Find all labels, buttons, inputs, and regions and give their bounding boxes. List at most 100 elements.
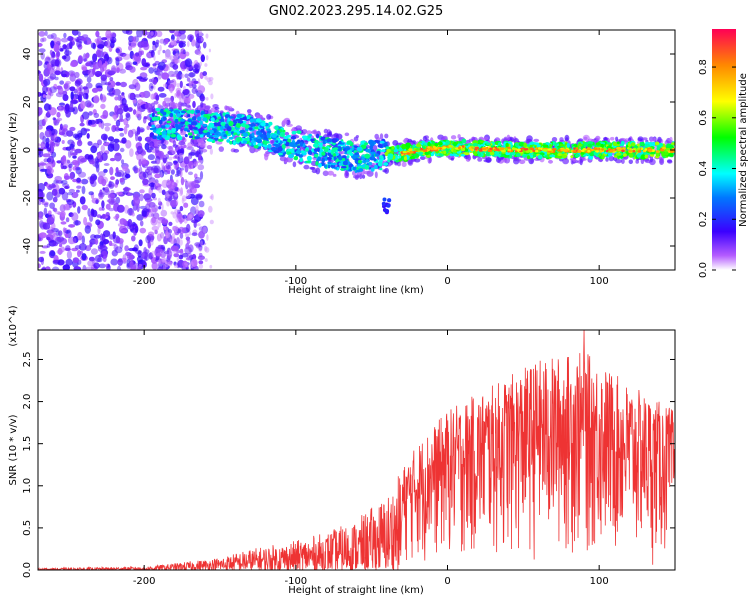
heatmap-cell — [44, 129, 52, 138]
colorbar-ticks: 0.0 0.2 0.4 0.6 0.8 — [698, 59, 736, 278]
heatmap-cell — [608, 155, 614, 162]
heatmap-cell — [97, 244, 104, 250]
heatmap-cell — [405, 142, 412, 148]
heatmap-cell — [107, 92, 115, 96]
heatmap-cell — [256, 138, 263, 144]
heatmap-cell — [536, 144, 541, 148]
heatmap-cell — [174, 118, 179, 124]
heatmap-cell — [39, 162, 47, 166]
heatmap-cell — [101, 207, 105, 211]
heatmap-cell — [581, 149, 585, 153]
heatmap-cell — [386, 203, 391, 208]
heatmap-cell — [288, 142, 295, 147]
heatmap-cell — [605, 157, 609, 162]
heatmap-cell — [65, 258, 73, 266]
heatmap-cell — [192, 83, 197, 89]
heatmap-cell — [97, 226, 101, 235]
heatmap-cell — [38, 125, 43, 130]
heatmap-cell — [271, 146, 277, 152]
y-tick-label: 1.5 — [22, 436, 33, 452]
heatmap-cell — [408, 148, 413, 151]
heatmap-cell — [160, 232, 165, 239]
heatmap-cell — [69, 143, 75, 149]
heatmap-cell — [157, 266, 164, 270]
heatmap-cell — [452, 141, 458, 147]
heatmap-cell — [174, 264, 178, 268]
heatmap-cell — [445, 140, 450, 146]
heatmap-cell — [242, 132, 249, 137]
heatmap-cell — [264, 153, 269, 161]
heatmap-cell — [112, 111, 118, 116]
heatmap-cell — [167, 80, 171, 84]
heatmap-cell — [66, 199, 75, 205]
heatmap-cell — [534, 149, 539, 153]
heatmap-cell — [666, 147, 671, 151]
heatmap-cell — [443, 150, 447, 155]
heatmap-cell — [485, 157, 492, 163]
heatmap-cell — [273, 150, 280, 154]
heatmap-cell — [198, 159, 203, 164]
heatmap-cell — [135, 52, 140, 57]
heatmap-cell — [95, 199, 99, 205]
heatmap-cell — [163, 155, 167, 159]
heatmap-cell — [157, 103, 161, 109]
heatmap-cell — [51, 188, 58, 196]
heatmap-cell — [148, 182, 156, 187]
heatmap-cell — [159, 44, 162, 52]
heatmap-cell — [163, 140, 169, 146]
heatmap-cell — [112, 142, 120, 152]
heatmap-cell — [161, 130, 167, 136]
heatmap-cell — [167, 63, 171, 68]
heatmap-cell — [171, 48, 180, 52]
heatmap-cell — [209, 129, 214, 134]
heatmap-cell — [221, 123, 226, 127]
heatmap-cell — [233, 148, 240, 153]
heatmap-cell — [179, 248, 184, 254]
heatmap-cell — [174, 123, 179, 129]
heatmap-cell — [136, 30, 144, 38]
heatmap-cell — [151, 216, 156, 224]
heatmap-cell — [64, 185, 71, 190]
heatmap-cell — [333, 156, 337, 160]
heatmap-cell — [281, 144, 286, 150]
heatmap-cell — [170, 39, 175, 45]
heatmap-cell — [53, 43, 60, 53]
heatmap-cell — [185, 104, 191, 108]
heatmap-cell — [178, 254, 184, 260]
heatmap-cell — [101, 37, 108, 41]
heatmap-cell — [132, 36, 137, 42]
heatmap-cell — [171, 127, 177, 132]
heatmap-cell — [115, 57, 120, 66]
heatmap-cell — [612, 149, 616, 152]
heatmap-cell — [199, 134, 204, 138]
heatmap-cell — [275, 140, 279, 143]
heatmap-cell — [176, 113, 181, 117]
heatmap-cell — [395, 155, 398, 161]
heatmap-cell — [413, 153, 420, 158]
heatmap-cell — [144, 197, 153, 203]
heatmap-cell — [107, 136, 115, 142]
heatmap-cell — [46, 110, 50, 117]
heatmap-cell — [249, 118, 255, 123]
heatmap-cell — [529, 141, 535, 145]
heatmap-cell — [170, 102, 175, 109]
heatmap-cell — [386, 149, 391, 153]
heatmap-cell — [131, 235, 136, 242]
heatmap-cell — [398, 148, 403, 152]
heatmap-cell — [341, 146, 345, 149]
heatmap-cell — [236, 130, 241, 135]
heatmap-cell — [79, 122, 85, 127]
heatmap-cell — [155, 39, 160, 45]
heatmap-cell — [129, 148, 134, 158]
heatmap-cell — [353, 145, 359, 149]
x-tick-label: -100 — [284, 576, 307, 587]
heatmap-cell — [149, 127, 155, 131]
heatmap-cell — [115, 81, 121, 86]
heatmap-cell — [266, 114, 272, 120]
heatmap-cell — [49, 91, 54, 97]
heatmap-cell — [667, 153, 673, 157]
heatmap-cell — [152, 140, 159, 147]
heatmap-cell — [204, 63, 208, 67]
heatmap-cell — [464, 143, 469, 147]
heatmap-cell — [103, 168, 108, 173]
